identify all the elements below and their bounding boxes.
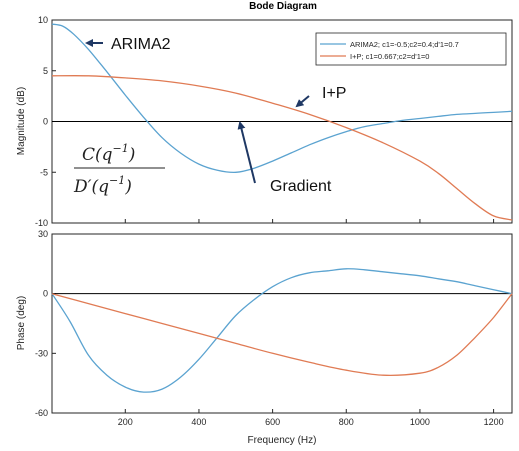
phase-series-group <box>51 268 513 393</box>
transfer-function-formula: C(q−1) D′(q−1) <box>73 142 165 197</box>
phase-series-arima2-line <box>51 268 513 393</box>
ip-arrow <box>295 95 310 108</box>
phase-y-tick-label: -30 <box>35 348 48 358</box>
magnitude-plot: -10 -5 0 5 10 Magnitude (dB) ARIMA2; c1=-0.5… <box>16 15 513 228</box>
formula-denominator-exponent: −1 <box>109 174 125 187</box>
legend-entry-arima2: ARIMA2; c1=-0.5;c2=0.4;d'1=0.7 <box>350 40 459 49</box>
magnitude-y-tick-label: 0 <box>43 117 48 127</box>
x-tick-label: 400 <box>191 417 206 427</box>
magnitude-y-tick-label: 10 <box>38 15 48 25</box>
formula-denominator: D′(q <box>73 177 109 197</box>
x-tick-label: 1000 <box>410 417 430 427</box>
x-tick-label: 600 <box>265 417 280 427</box>
magnitude-y-tick-label: -5 <box>40 167 48 177</box>
magnitude-y-tick-label: -10 <box>35 218 48 228</box>
x-tick-label: 200 <box>118 417 133 427</box>
svg-text:C(q−1): C(q−1) <box>82 142 135 165</box>
formula-numerator-exponent: −1 <box>113 142 129 155</box>
phase-plot: -60 -30 0 30 200 400 600 800 1000 1200 Phase (de… <box>16 229 513 446</box>
magnitude-y-ticks: -10 -5 0 5 10 <box>35 15 495 228</box>
phase-y-axis-label: Phase (deg) <box>16 296 27 350</box>
phase-y-tick-label: 30 <box>38 229 48 239</box>
phase-y-tick-label: 0 <box>43 289 48 299</box>
chart-title: Bode Diagram <box>249 1 317 12</box>
x-axis-label: Frequency (Hz) <box>248 435 317 446</box>
annotation-gradient: Gradient <box>270 178 332 195</box>
annotation-arima2: ARIMA2 <box>111 36 171 53</box>
phase-x-ticks: 200 400 600 800 1000 1200 <box>118 409 504 427</box>
phase-axes-box <box>51 233 513 414</box>
magnitude-y-tick-label: 5 <box>43 66 48 76</box>
x-tick-label: 800 <box>339 417 354 427</box>
formula-numerator: C(q <box>82 145 113 165</box>
magnitude-series-arima2-line <box>51 23 513 174</box>
legend-entry-ip: I+P; c1=0.667;c2=d'1=0 <box>350 52 429 61</box>
formula-numerator-close: ) <box>128 145 136 165</box>
magnitude-series-group <box>51 23 513 221</box>
magnitude-y-axis-label: Magnitude (dB) <box>16 87 27 155</box>
legend-box <box>315 32 507 66</box>
x-tick-label: 1200 <box>484 417 504 427</box>
svg-text:D′(q−1): D′(q−1) <box>73 174 132 197</box>
phase-series-ip-line <box>51 293 513 376</box>
magnitude-series-ip-line <box>51 75 513 221</box>
formula-denominator-close: ) <box>124 177 132 197</box>
gradient-arrow <box>237 121 256 184</box>
phase-y-tick-label: -60 <box>35 408 48 418</box>
legend: ARIMA2; c1=-0.5;c2=0.4;d'1=0.7 I+P; c1=0… <box>315 32 507 66</box>
annotation-ip: I+P <box>322 85 346 102</box>
